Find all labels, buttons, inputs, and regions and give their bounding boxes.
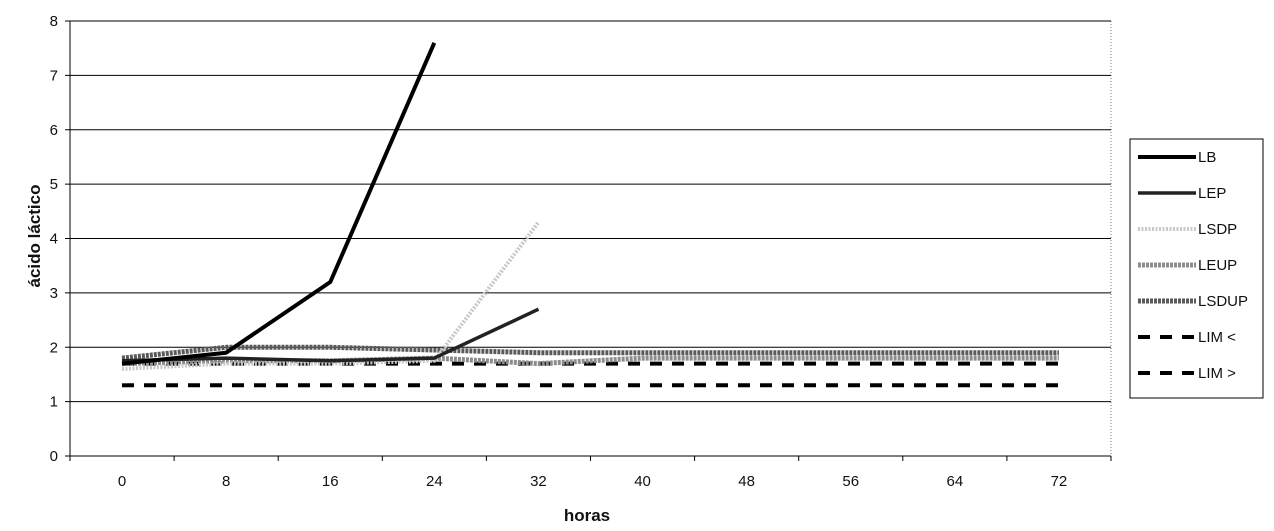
y-tick-label-8: 8 — [50, 13, 58, 30]
legend: LB LEP LSDP LEUP LSDUP LIM < LIM > — [1129, 138, 1264, 399]
series-line-lsdup — [121, 344, 1059, 361]
x-tick-label-72: 72 — [1051, 473, 1068, 490]
legend-label-lep: LEP — [1198, 185, 1226, 202]
series-line-lb — [121, 42, 437, 366]
legend-label-lim: LIM < — [1198, 329, 1236, 346]
x-tick-label-40: 40 — [634, 473, 651, 490]
series-line-lep — [121, 307, 540, 363]
legend-label-lb: LB — [1198, 149, 1216, 166]
x-tick-label-16: 16 — [322, 473, 339, 490]
y-tick-label-6: 6 — [50, 122, 58, 139]
x-tick-label-0: 0 — [118, 473, 126, 490]
legend-box — [1129, 138, 1264, 399]
y-tick-label-5: 5 — [50, 176, 58, 193]
x-tick-label-32: 32 — [530, 473, 547, 490]
x-tick-label-64: 64 — [947, 473, 964, 490]
x-tick-label-56: 56 — [842, 473, 859, 490]
x-tick-label-24: 24 — [426, 473, 443, 490]
y-tick-label-4: 4 — [50, 231, 58, 248]
y-tick-label-2: 2 — [50, 339, 58, 356]
y-axis-title: ácido láctico — [25, 185, 44, 288]
legend-label-lsdp: LSDP — [1198, 221, 1237, 238]
y-tick-label-1: 1 — [50, 394, 58, 411]
legend-label-lsdup: LSDUP — [1198, 293, 1248, 310]
y-tick-label-7: 7 — [50, 67, 58, 84]
x-tick-label-8: 8 — [222, 473, 230, 490]
x-axis-title: horas — [564, 506, 610, 525]
legend-label-leup: LEUP — [1198, 257, 1237, 274]
legend-label-lim: LIM > — [1198, 365, 1236, 382]
y-tick-label-0: 0 — [50, 448, 58, 465]
y-tick-label-3: 3 — [50, 285, 58, 302]
series-line-lsdp — [121, 220, 541, 371]
x-tick-label-48: 48 — [738, 473, 755, 490]
